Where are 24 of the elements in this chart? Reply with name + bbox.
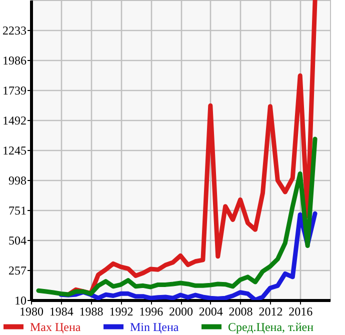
y-tick-label: 1245	[2, 144, 26, 158]
x-tick-label: 2016	[288, 304, 313, 318]
y-tick-label: 1986	[2, 54, 26, 68]
x-tick-label: 1996	[139, 304, 164, 318]
legend-label: Max Цена	[30, 320, 82, 334]
x-tick-label: 1984	[49, 304, 74, 318]
y-tick-label: 257	[8, 264, 26, 278]
y-tick-label: 10	[14, 294, 26, 308]
y-tick-label: 504	[8, 234, 26, 248]
x-tick-label: 2012	[258, 304, 283, 318]
y-tick-label: 751	[8, 204, 26, 218]
y-tick-label: 2233	[2, 24, 26, 38]
x-tick-label: 1988	[79, 304, 104, 318]
y-tick-label: 998	[8, 174, 26, 188]
legend-label: Сред.Цена, т.йен	[228, 320, 314, 334]
x-tick-label: 2004	[198, 304, 223, 318]
x-tick-label: 2008	[228, 304, 253, 318]
x-tick-label: 1980	[20, 304, 44, 318]
x-tick-label: 2000	[169, 304, 193, 318]
legend-label: Min Цена	[130, 320, 180, 334]
y-tick-label: 1739	[2, 84, 26, 98]
line-series	[36, 136, 318, 297]
x-tick-label: 1992	[109, 304, 134, 318]
y-tick-label: 1492	[2, 114, 26, 128]
